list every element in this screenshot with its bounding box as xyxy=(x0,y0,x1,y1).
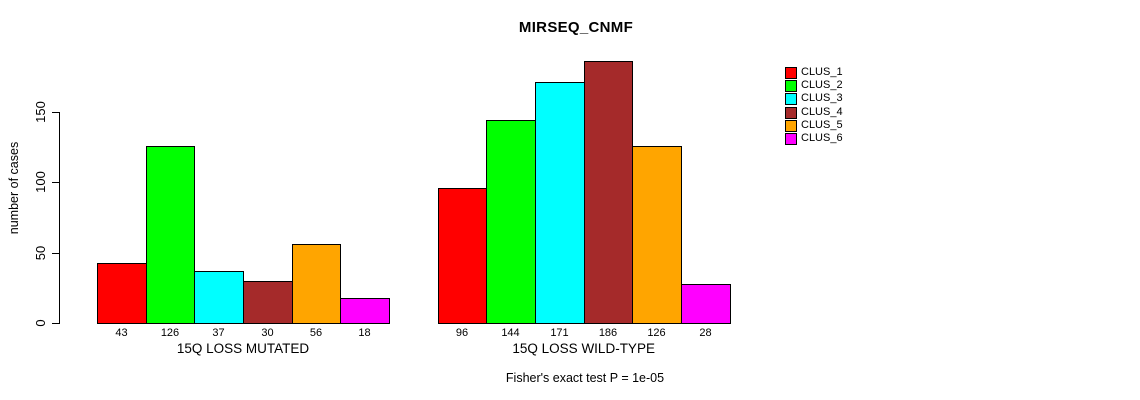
legend-item: CLUS_3 xyxy=(785,92,843,105)
legend-swatch-CLUS_6 xyxy=(785,132,797,145)
y-axis-tick-label: 100 xyxy=(33,171,48,193)
bar-CLUS_2 xyxy=(486,120,536,324)
annotation-text: Fisher's exact test P = 1e-05 xyxy=(505,371,665,385)
legend-swatch-CLUS_5 xyxy=(785,119,797,132)
bar-CLUS_5 xyxy=(632,146,682,324)
legend-item: CLUS_4 xyxy=(785,106,843,119)
legend-item: CLUS_1 xyxy=(785,66,843,79)
y-axis-tick xyxy=(52,112,59,113)
y-axis-tick-label: 0 xyxy=(33,319,48,327)
y-axis-tick-label: 150 xyxy=(33,101,48,123)
bar-value-label: 30 xyxy=(261,327,274,339)
legend-label: CLUS_2 xyxy=(801,79,843,91)
bar-value-label: 144 xyxy=(501,327,520,339)
legend-swatch-CLUS_3 xyxy=(785,92,797,105)
bar-CLUS_5 xyxy=(292,244,341,324)
legend-item: CLUS_2 xyxy=(785,79,843,92)
bar-CLUS_4 xyxy=(243,281,293,324)
bar-CLUS_1 xyxy=(438,188,487,324)
legend-item: CLUS_6 xyxy=(785,132,843,145)
bar-value-label: 43 xyxy=(115,327,128,339)
chart-title: MIRSEQ_CNMF xyxy=(518,19,634,36)
bar-value-label: 56 xyxy=(309,327,323,339)
bar-value-label: 28 xyxy=(699,327,712,339)
legend-swatch-CLUS_4 xyxy=(785,106,797,119)
y-axis-tick xyxy=(52,323,59,324)
bar-value-label: 186 xyxy=(598,327,618,339)
legend-label: CLUS_6 xyxy=(801,132,843,144)
y-axis-label: number of cases xyxy=(7,141,21,235)
bar-value-label: 37 xyxy=(212,327,225,339)
y-axis-tick xyxy=(52,182,59,183)
bar-CLUS_6 xyxy=(340,298,390,324)
bar-CLUS_3 xyxy=(194,271,244,324)
x-axis-group-label: 15Q LOSS WILD-TYPE xyxy=(512,341,655,356)
bar-value-label: 126 xyxy=(647,327,666,339)
y-axis-tick xyxy=(52,253,59,254)
legend-label: CLUS_3 xyxy=(801,92,843,104)
legend-label: CLUS_4 xyxy=(801,106,843,118)
bar-value-label: 96 xyxy=(455,327,469,339)
legend-label: CLUS_1 xyxy=(801,66,843,78)
legend-label: CLUS_5 xyxy=(801,119,843,131)
legend-swatch-CLUS_1 xyxy=(785,66,797,79)
bar-CLUS_1 xyxy=(97,263,147,324)
bar-CLUS_2 xyxy=(146,146,195,324)
legend-swatch-CLUS_2 xyxy=(785,79,797,92)
y-axis-tick-label: 50 xyxy=(33,245,48,261)
bar-CLUS_3 xyxy=(535,82,585,324)
y-axis-line xyxy=(59,112,60,324)
bar-value-label: 171 xyxy=(550,327,569,339)
x-axis-group-label: 15Q LOSS MUTATED xyxy=(176,341,310,356)
legend-item: CLUS_5 xyxy=(785,119,843,132)
bar-value-label: 18 xyxy=(358,327,371,339)
bar-CLUS_4 xyxy=(584,61,633,324)
bar-value-label: 126 xyxy=(160,327,180,339)
bar-CLUS_6 xyxy=(681,284,731,324)
